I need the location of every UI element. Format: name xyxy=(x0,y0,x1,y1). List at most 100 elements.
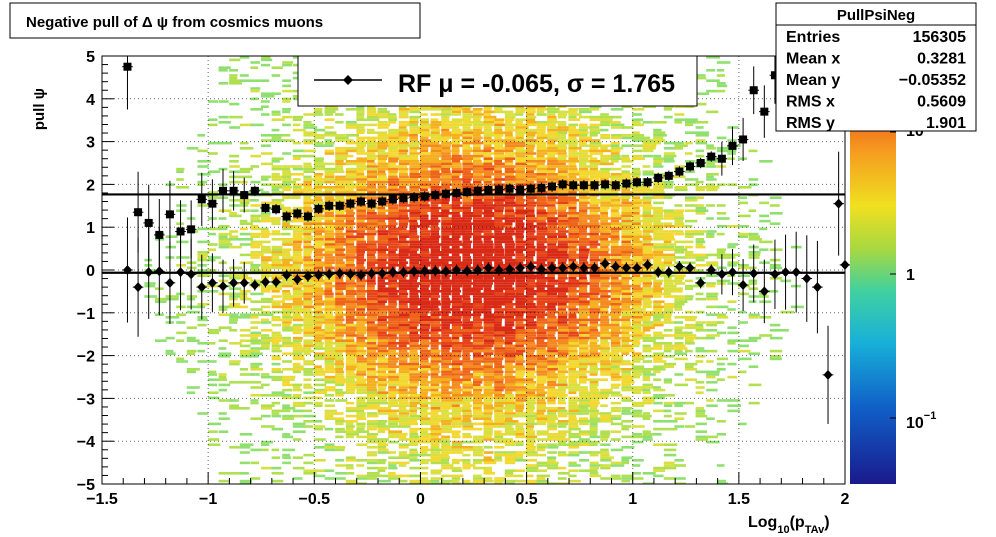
point-sigma-19 xyxy=(323,200,335,212)
point-mu-6 xyxy=(185,239,197,310)
y-tick-label: −3 xyxy=(77,391,95,408)
y-axis: 5 4 3 2 1 0 −1 −2 −3 −4 −5 xyxy=(77,49,114,494)
point-sigma-0 xyxy=(122,56,133,110)
x-axis-title-mid: (p xyxy=(790,514,805,531)
y-tick-label: 2 xyxy=(86,177,95,194)
point-sigma-47 xyxy=(621,178,632,189)
point-sigma-40 xyxy=(546,181,558,192)
point-mu-49 xyxy=(642,259,653,271)
point-sigma-27 xyxy=(408,192,420,203)
stats-value: 1.901 xyxy=(926,115,966,132)
point-mu-16 xyxy=(291,273,303,285)
point-sigma-10 xyxy=(228,171,239,211)
point-mu-36 xyxy=(504,263,515,275)
point-mu-63 xyxy=(790,231,802,313)
point-sigma-44 xyxy=(589,180,600,191)
x-axis-title-end: ) xyxy=(824,514,829,531)
point-mu-54 xyxy=(695,277,706,289)
point-sigma-29 xyxy=(429,189,441,201)
y-tick-label: −5 xyxy=(77,477,95,494)
point-mu-45 xyxy=(599,258,611,270)
x-tick-label: 0 xyxy=(416,491,425,508)
point-sigma-49 xyxy=(642,177,653,188)
point-sigma-28 xyxy=(419,191,430,202)
point-sigma-15 xyxy=(281,211,292,222)
point-mu-33 xyxy=(472,264,484,276)
point-mu-46 xyxy=(610,261,622,273)
point-mu-40 xyxy=(546,262,558,274)
colorbar-label-0.1-base: 10 xyxy=(906,415,924,432)
point-mu-55 xyxy=(705,264,717,276)
y-tick-label: 0 xyxy=(86,263,95,280)
point-mu-10 xyxy=(228,259,239,307)
stats-value: 0.5609 xyxy=(917,94,966,111)
stats-name: PullPsiNeg xyxy=(837,7,915,24)
point-mu-9 xyxy=(217,259,229,313)
point-sigma-22 xyxy=(355,196,367,207)
title-box: Negative pull of Δ ψ from cosmics muons xyxy=(9,2,421,39)
point-sigma-16 xyxy=(291,208,303,219)
colorbar-label-0.1-exp: −1 xyxy=(924,410,937,422)
x-tick-label: −1.5 xyxy=(86,491,118,508)
point-sigma-11 xyxy=(238,177,250,213)
point-mu-31 xyxy=(451,264,462,276)
colorbar-label-1: 1 xyxy=(906,267,915,284)
x-tick-label: 1 xyxy=(628,491,637,508)
data-points xyxy=(122,56,851,424)
point-mu-1 xyxy=(132,237,144,337)
point-mu-32 xyxy=(461,265,473,277)
stats-value: 156305 xyxy=(913,29,966,46)
point-mu-62 xyxy=(780,234,791,310)
stats-label: Entries xyxy=(786,29,840,46)
x-axis-title-sub2: TAv xyxy=(805,524,825,536)
point-mu-8 xyxy=(207,253,218,313)
point-sigma-57 xyxy=(727,126,738,166)
point-mu-37 xyxy=(514,262,526,274)
point-sigma-43 xyxy=(578,180,590,191)
y-tick-label: 1 xyxy=(86,220,95,237)
point-mu-2 xyxy=(143,225,155,319)
point-sigma-41 xyxy=(557,179,568,190)
point-sigma-32 xyxy=(461,186,473,198)
legend-text: RF μ = -0.065, σ = 1.765 xyxy=(398,70,675,98)
point-sigma-56 xyxy=(716,141,728,176)
point-mu-18 xyxy=(313,269,324,281)
point-mu-53 xyxy=(684,262,696,274)
chart-title: Negative pull of Δ ψ from cosmics muons xyxy=(26,14,323,31)
x-tick-label: −0.5 xyxy=(298,491,330,508)
point-sigma-39 xyxy=(536,182,547,194)
point-mu-29 xyxy=(429,265,441,277)
y-tick-label: 3 xyxy=(86,135,95,152)
point-mu-21 xyxy=(345,268,356,280)
point-mu-35 xyxy=(493,264,505,276)
point-sigma-52 xyxy=(674,166,685,177)
point-mu-65 xyxy=(812,240,823,334)
point-sigma-48 xyxy=(631,177,643,188)
point-mu-14 xyxy=(270,276,282,288)
point-mu-67 xyxy=(833,151,844,256)
point-mu-64 xyxy=(801,235,813,322)
point-sigma-30 xyxy=(440,188,452,200)
point-mu-20 xyxy=(334,267,346,279)
point-sigma-46 xyxy=(610,180,622,191)
stats-label: RMS y xyxy=(786,115,835,132)
point-sigma-60 xyxy=(759,85,770,138)
point-sigma-59 xyxy=(748,66,760,115)
point-mu-3 xyxy=(154,227,165,316)
point-sigma-31 xyxy=(451,187,462,199)
point-mu-15 xyxy=(281,269,292,281)
point-mu-38 xyxy=(525,261,537,273)
point-mu-41 xyxy=(557,262,568,274)
point-sigma-18 xyxy=(313,203,324,215)
stats-value: 0.3281 xyxy=(917,51,966,68)
point-sigma-7 xyxy=(196,172,208,227)
point-mu-47 xyxy=(621,262,632,274)
point-sigma-9 xyxy=(217,168,229,213)
point-mu-22 xyxy=(355,269,367,281)
point-sigma-12 xyxy=(249,185,261,197)
point-sigma-26 xyxy=(398,192,409,204)
x-tick-label: 0.5 xyxy=(515,491,537,508)
point-mu-23 xyxy=(366,267,377,279)
point-mu-52 xyxy=(674,261,685,273)
